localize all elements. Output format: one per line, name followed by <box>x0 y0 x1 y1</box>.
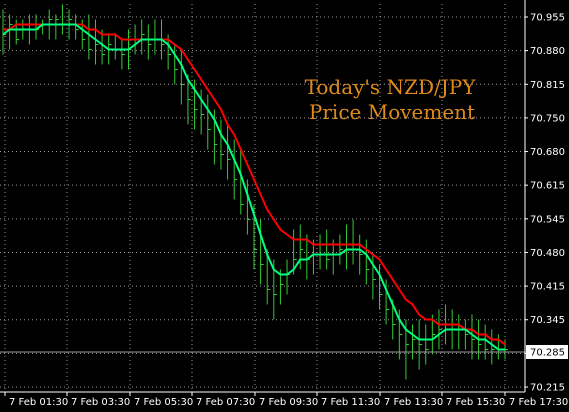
grid-lines <box>0 4 525 392</box>
y-tick-label: 70.680 <box>530 147 565 158</box>
y-tick-label: 70.615 <box>530 181 565 192</box>
y-tick-label: 70.815 <box>530 80 565 91</box>
current-price-box <box>526 345 568 359</box>
x-tick-label: 7 Feb 15:30 <box>446 397 505 408</box>
y-tick-label: 70.480 <box>530 248 565 259</box>
y-tick-label: 70.880 <box>530 46 565 57</box>
current-price-label: 70.285 <box>526 345 568 359</box>
x-tick-label: 7 Feb 05:30 <box>134 397 193 408</box>
x-tick-label: 7 Feb 13:30 <box>384 397 443 408</box>
chart-title-line-1: Today's NZD/JPY <box>305 75 477 99</box>
x-tick-label: 7 Feb 17:30 <box>509 397 568 408</box>
plot-frame <box>0 0 526 393</box>
y-tick-label: 70.415 <box>530 282 565 293</box>
y-tick-label: 70.545 <box>530 214 565 225</box>
fast-moving-average-line <box>2 23 505 351</box>
y-tick-label: 70.750 <box>530 113 565 124</box>
chart-title-line-2: Price Movement <box>309 100 475 124</box>
x-tick-label: 7 Feb 09:30 <box>259 397 318 408</box>
x-tick-label: 7 Feb 03:30 <box>71 397 130 408</box>
y-tick-label: 70.955 <box>530 13 565 24</box>
x-tick-label: 7 Feb 01:30 <box>9 397 68 408</box>
x-tick-label: 7 Feb 07:30 <box>196 397 255 408</box>
x-tick-label: 7 Feb 11:30 <box>321 397 380 408</box>
y-tick-label: 70.215 <box>530 383 565 394</box>
time-axis: 7 Feb 01:30 7 Feb 03:30 7 Feb 05:30 7 Feb 0… <box>4 392 568 408</box>
current-price-text: 70.285 <box>530 348 565 359</box>
slow-moving-average-line <box>3 23 506 346</box>
y-tick-label: 70.345 <box>530 315 565 326</box>
